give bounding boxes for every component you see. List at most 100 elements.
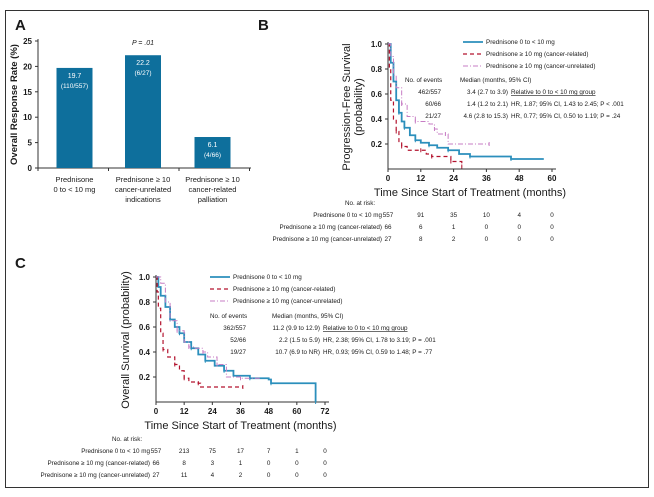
x-tick-label: 12 [416, 174, 425, 183]
y-axis-label: Overall Response Rate (%) [9, 44, 20, 165]
bar-count-label: (110/557) [61, 83, 88, 90]
bar [125, 55, 161, 168]
at-risk-count: 8 [419, 236, 423, 243]
x-tick-label: 60 [548, 174, 557, 183]
comparison-header: Relative to 0 to < 10 mg group [511, 89, 596, 96]
bar-value-label: 19.7 [68, 73, 82, 80]
at-risk-count: 557 [151, 448, 162, 455]
events-header: No. of events [405, 77, 442, 84]
median-value: 11.2 (9.9 to 12.9) [273, 325, 321, 332]
category-label: 0 to < 10 mg [54, 185, 96, 194]
at-risk-count: 0 [517, 236, 521, 243]
hazard-ratio: HR, 0.93; 95% CI, 0.59 to 1.48; P = .77 [323, 349, 433, 356]
category-label: Prednisone [56, 175, 94, 184]
y-tick-label: 15 [23, 88, 32, 97]
comparison-header: Relative to 0 to < 10 mg group [323, 325, 408, 332]
bar-count-label: (4/66) [204, 152, 221, 159]
events-count: 362/557 [223, 325, 246, 332]
at-risk-count: 66 [152, 460, 160, 467]
x-tick-label: 48 [264, 407, 273, 416]
legend-label: Prednisone ≥ 10 mg (cancer-related) [233, 286, 336, 293]
median-value: 4.6 (2.8 to 15.3) [464, 113, 508, 120]
y-tick-label: 0 [28, 164, 33, 173]
at-risk-group-label: Prednisone 0 to < 10 mg [81, 448, 150, 455]
at-risk-count: 2 [452, 236, 456, 243]
x-tick-label: 72 [321, 407, 330, 416]
figure-frame [5, 10, 649, 488]
at-risk-count: 0 [323, 448, 327, 455]
at-risk-count: 0 [295, 472, 299, 479]
events-count: 19/27 [230, 349, 246, 356]
x-axis-label: Time Since Start of Treatment (months) [144, 420, 336, 432]
at-risk-count: 0 [323, 460, 327, 467]
x-tick-label: 24 [208, 407, 217, 416]
y-tick-label: 25 [23, 37, 32, 46]
at-risk-count: 2 [239, 472, 243, 479]
at-risk-group-label: Prednisone 0 to < 10 mg [313, 212, 382, 219]
bar-value-label: 22.2 [136, 60, 150, 67]
km-curve-2 [156, 276, 260, 380]
y-axis-label: Overall Survival (probability) [120, 271, 132, 409]
panel-label-a: A [15, 17, 26, 34]
at-risk-count: 35 [450, 212, 458, 219]
at-risk-count: 4 [211, 472, 215, 479]
at-risk-count: 0 [485, 224, 489, 231]
at-risk-group-label: Prednisone ≥ 10 mg (cancer-related) [47, 460, 150, 467]
bar [56, 67, 93, 168]
at-risk-count: 66 [384, 224, 392, 231]
panel-label-b: B [258, 17, 269, 34]
events-header: No. of events [210, 313, 247, 320]
hazard-ratio: HR, 1.87; 95% CI, 1.43 to 2.45; P < .001 [511, 101, 624, 108]
at-risk-count: 8 [182, 460, 186, 467]
y-tick-label: 0.8 [139, 298, 151, 307]
x-axis-label: Time Since Start of Treatment (months) [374, 187, 566, 199]
at-risk-count: 10 [483, 212, 491, 219]
y-tick-label: 0.6 [371, 90, 383, 99]
at-risk-count: 0 [267, 472, 271, 479]
median-header: Median (months, 95% CI) [460, 77, 531, 84]
at-risk-count: 0 [550, 236, 554, 243]
x-tick-label: 24 [449, 174, 458, 183]
legend-label: Prednisone ≥ 10 mg (cancer-unrelated) [233, 298, 343, 305]
at-risk-count: 0 [323, 472, 327, 479]
km-curve-2 [388, 43, 490, 145]
at-risk-count: 27 [152, 472, 160, 479]
x-tick-label: 60 [292, 407, 301, 416]
at-risk-group-label: Prednisone ≥ 10 mg (cancer-unrelated) [272, 236, 382, 243]
at-risk-count: 75 [209, 448, 217, 455]
p-value-annotation: P = .01 [132, 40, 154, 47]
bar-count-label: (6/27) [135, 70, 152, 77]
hazard-ratio: HR, 2.38; 95% CI, 1.78 to 3.19; P = .001 [323, 337, 436, 344]
legend-label: Prednisone ≥ 10 mg (cancer-unrelated) [486, 63, 596, 70]
x-tick-label: 0 [386, 174, 391, 183]
events-count: 52/66 [230, 337, 246, 344]
y-tick-label: 1.0 [139, 273, 151, 282]
at-risk-count: 0 [485, 236, 489, 243]
at-risk-count: 0 [517, 224, 521, 231]
category-label: cancer-related [189, 185, 237, 194]
at-risk-title: No. at risk: [345, 200, 375, 207]
at-risk-count: 0 [267, 460, 271, 467]
y-axis-label: Progression-Free Survival [341, 43, 353, 170]
legend-label: Prednisone ≥ 10 mg (cancer-related) [486, 51, 589, 58]
median-value: 10.7 (6.9 to NR) [275, 349, 320, 356]
at-risk-count: 6 [419, 224, 423, 231]
at-risk-count: 91 [417, 212, 425, 219]
at-risk-count: 3 [211, 460, 215, 467]
at-risk-count: 27 [384, 236, 392, 243]
at-risk-count: 1 [295, 448, 299, 455]
y-tick-label: 0.2 [371, 140, 383, 149]
category-label: indications [125, 195, 161, 204]
at-risk-count: 0 [295, 460, 299, 467]
median-value: 2.2 (1.5 to 5.9) [279, 337, 320, 344]
y-tick-label: 0.4 [139, 348, 151, 357]
x-tick-label: 0 [154, 407, 159, 416]
at-risk-count: 1 [239, 460, 243, 467]
y-tick-label: 0.8 [371, 65, 383, 74]
y-tick-label: 5 [28, 139, 33, 148]
events-count: 60/66 [425, 101, 441, 108]
x-tick-label: 36 [236, 407, 245, 416]
at-risk-count: 17 [237, 448, 245, 455]
